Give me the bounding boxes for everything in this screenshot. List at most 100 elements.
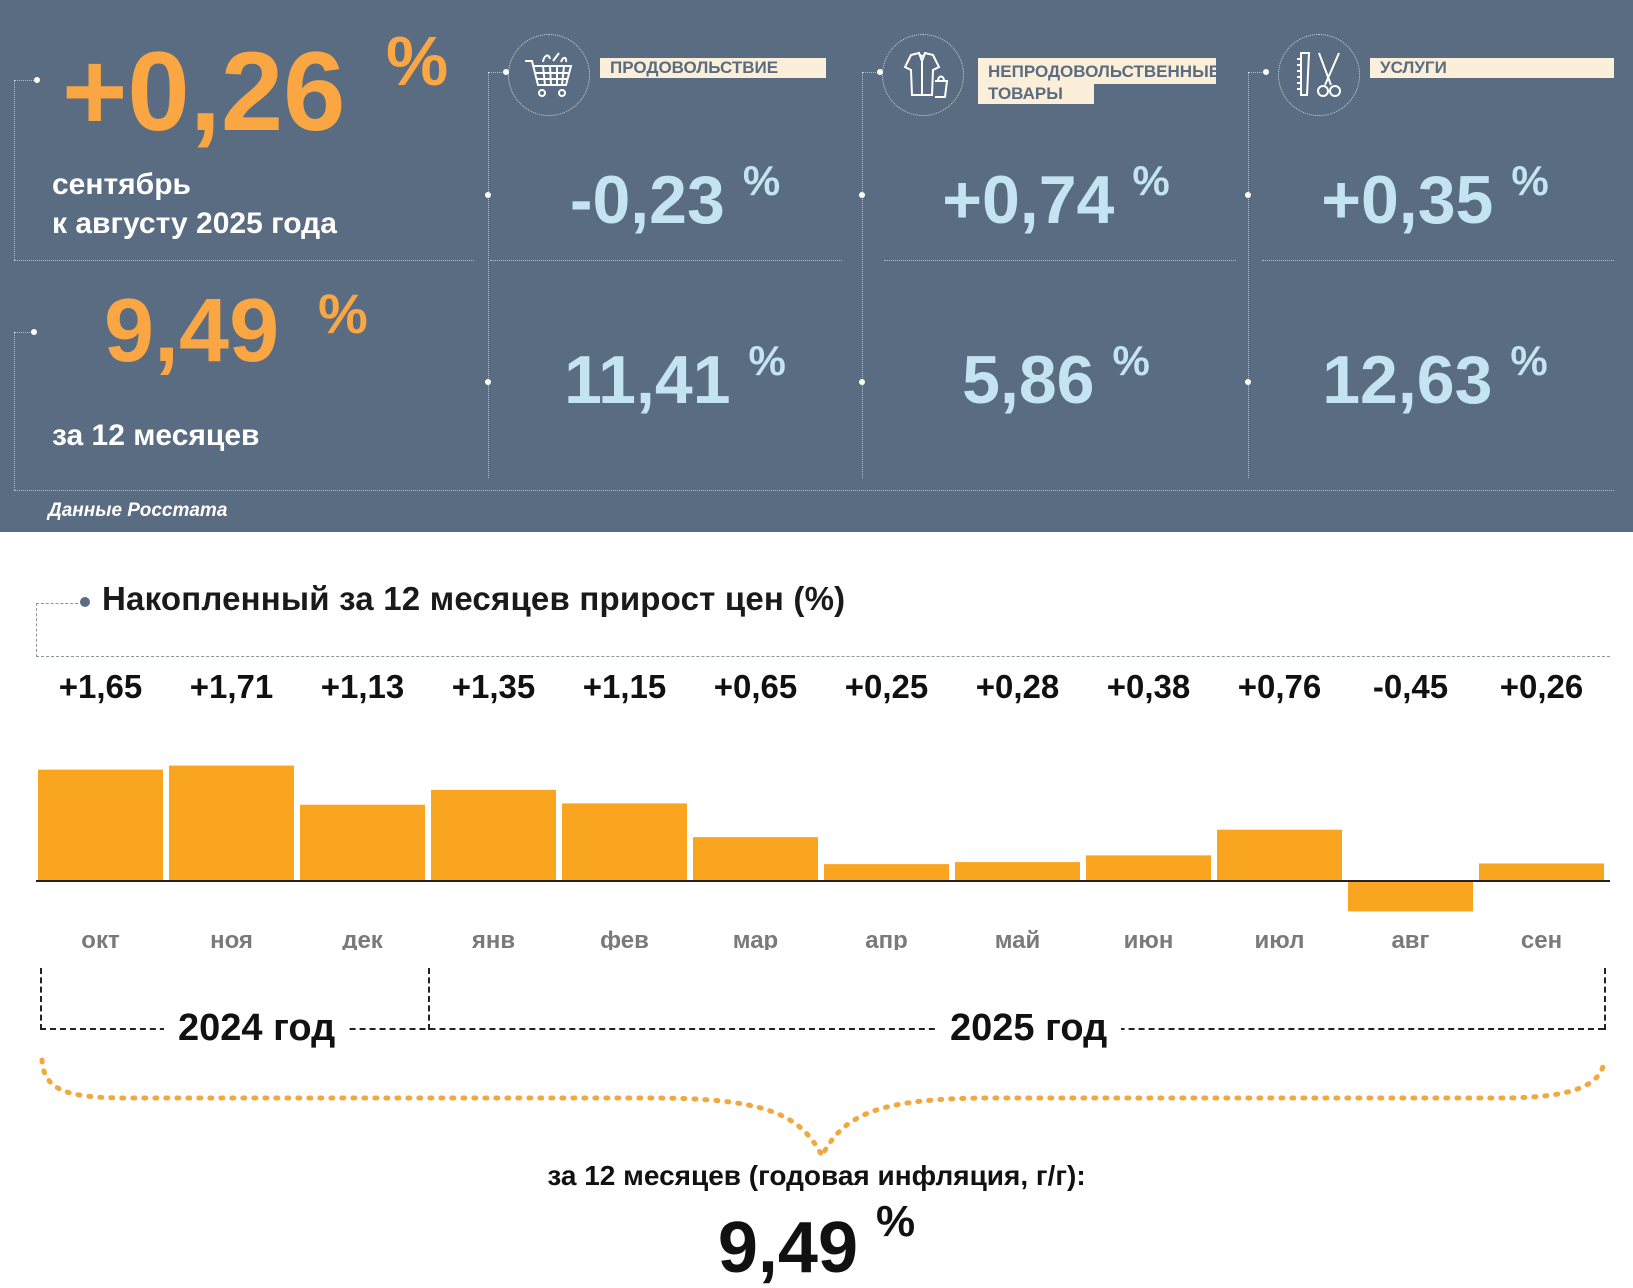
services-annual-value: 12,63% — [1250, 337, 1620, 415]
value-label: +1,15 — [583, 668, 667, 705]
bar-апр — [824, 864, 949, 881]
nonfood-month-number: +0,74 — [942, 162, 1115, 238]
bar-мар — [693, 837, 818, 881]
category-label-services: УСЛУГИ — [1370, 58, 1614, 78]
annual-inflation-value: 9,49% — [0, 1197, 1633, 1285]
bar-май — [955, 862, 1080, 881]
services-annual-number: 12,63 — [1322, 342, 1493, 418]
value-label: +0,25 — [845, 668, 929, 705]
nonfood-annual-value: 5,86% — [864, 337, 1248, 415]
annual-brace — [39, 1057, 1607, 1160]
bullet-dot — [877, 69, 883, 75]
value-label: +0,38 — [1107, 668, 1191, 705]
food-month-value: -0,23% — [490, 157, 860, 235]
divider — [862, 72, 880, 73]
nonfood-annual-number: 5,86 — [962, 342, 1095, 418]
month-label: июн — [1124, 927, 1174, 950]
value-label: +1,65 — [59, 668, 143, 705]
divider — [1262, 260, 1614, 261]
food-annual-value: 11,41% — [490, 337, 860, 415]
month-label: сен — [1521, 927, 1562, 950]
month-label: дек — [342, 927, 384, 950]
month-caption-line1: сентябрь — [52, 168, 191, 201]
bar-chart: +1,65 окт +1,71 ноя +1,13 дек +1,35 янв +1,15 фев… — [36, 668, 1610, 950]
divider — [488, 72, 506, 73]
annual-inflation-caption: за 12 месяцев (годовая инфляция, г/г): — [547, 1160, 1086, 1191]
title-underline — [36, 656, 1610, 657]
month-change-percent: % — [386, 22, 449, 100]
bar-авг — [1348, 881, 1473, 912]
month-label: мар — [733, 927, 778, 950]
bullet-dot — [859, 192, 865, 198]
data-source: Данные Росстата — [48, 500, 228, 521]
year-label-2024: 2024 год — [164, 1006, 350, 1050]
year-divider — [428, 968, 430, 1030]
month-label: окт — [81, 927, 120, 950]
divider — [14, 260, 474, 261]
percent-sign: % — [742, 157, 781, 204]
category-label-nonfood: НЕПРОДОВОЛЬСТВЕННЫЕ — [978, 58, 1221, 84]
bullet-dot — [503, 69, 509, 75]
divider — [14, 80, 36, 81]
title-connector — [36, 603, 78, 604]
nonfood-month-value: +0,74% — [864, 157, 1248, 235]
percent-sign: % — [1510, 337, 1548, 384]
annual-caption: за 12 месяцев — [52, 419, 260, 452]
month-caption: сентябрь к августу 2025 года — [52, 165, 337, 243]
food-month-number: -0,23 — [569, 162, 725, 238]
year-label-2025: 2025 год — [936, 1006, 1122, 1050]
divider — [14, 332, 15, 490]
divider — [488, 72, 489, 478]
bullet-dot — [1263, 69, 1269, 75]
divider — [14, 332, 34, 333]
year-bracket-left — [40, 968, 42, 1030]
year-axis-line — [40, 1028, 1604, 1030]
bullet-dot — [1245, 379, 1251, 385]
month-change-value: +0,26 — [62, 29, 346, 154]
year-bracket-right — [1604, 968, 1606, 1030]
value-label: -0,45 — [1373, 668, 1448, 705]
annual-inflation-number: 9,49 — [717, 1208, 858, 1288]
percent-sign: % — [1112, 337, 1150, 384]
month-label: авг — [1391, 927, 1429, 950]
value-label: +0,76 — [1238, 668, 1322, 705]
bullet-dot — [1245, 192, 1251, 198]
title-bullet — [80, 597, 90, 607]
value-label: +0,26 — [1500, 668, 1584, 705]
services-month-number: +0,35 — [1321, 162, 1494, 238]
annual-change-value: 9,49 — [104, 281, 280, 381]
title-connector — [36, 603, 37, 657]
food-annual-number: 11,41 — [564, 342, 731, 418]
bar-дек — [300, 804, 425, 881]
month-label: апр — [865, 927, 908, 950]
value-label: +0,65 — [714, 668, 798, 705]
bullet-dot — [31, 329, 37, 335]
bar-янв — [431, 789, 556, 881]
services-month-value: +0,35% — [1250, 160, 1620, 235]
category-label-nonfood-line2: ТОВАРЫ — [978, 84, 1094, 104]
bar-окт — [38, 769, 163, 881]
bar-ноя — [169, 765, 294, 881]
brace-path — [39, 1057, 1607, 1160]
divider — [1248, 72, 1249, 478]
divider — [862, 72, 863, 478]
bar-июн — [1086, 855, 1211, 881]
annual-inflation-unit: % — [876, 1197, 916, 1246]
bar-сен — [1479, 863, 1604, 881]
divider — [1248, 72, 1266, 73]
divider — [14, 490, 1614, 491]
bar-июл — [1217, 829, 1342, 881]
percent-sign: % — [748, 337, 786, 384]
month-label: май — [995, 927, 1041, 950]
bullet-dot — [859, 379, 865, 385]
value-label: +1,71 — [190, 668, 274, 705]
chart-title: Накопленный за 12 месяцев прирост цен (%… — [102, 580, 846, 617]
value-label: +1,13 — [321, 668, 405, 705]
category-label-nonfood-line1: НЕПРОДОВОЛЬСТВЕННЫЕ — [988, 62, 1221, 81]
divider — [884, 260, 1236, 261]
clothing-bag-icon — [882, 34, 964, 116]
month-label: июл — [1255, 927, 1305, 950]
percent-sign: % — [1132, 157, 1170, 204]
month-label: ноя — [210, 927, 253, 950]
month-caption-line2: к августу 2025 года — [52, 207, 337, 240]
